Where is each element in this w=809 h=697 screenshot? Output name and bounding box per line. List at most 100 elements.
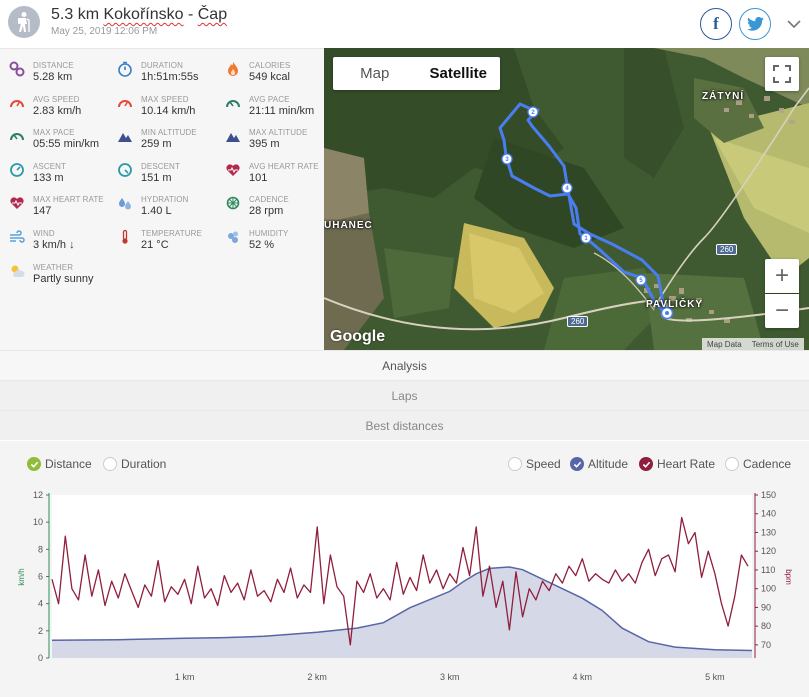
toggle-speed[interactable]: Speed [508,457,561,471]
left-tick-label: 0 [38,653,43,663]
pace-gauge-icon [10,133,24,141]
toggle-cadence[interactable]: Cadence [725,457,791,471]
route-marker-4[interactable]: 4 [565,186,569,192]
altitude-heart-rate-chart[interactable]: 0 2 4 6 8 10 12 70 80 90 100 110 120 130 140 150 km/h bpm… [0,485,809,697]
title-route-end: Čap [197,6,228,23]
stat-value: 133 m [33,171,64,184]
right-tick-label: 90 [761,602,771,612]
right-tick-label: 140 [761,509,776,519]
map-type-toggle: Map Satellite [333,57,500,90]
road-number-260: 260 [716,244,738,255]
stat-value: 5.28 km [33,71,73,83]
left-tick-label: 4 [38,599,43,609]
stat-weather: Weather Partly sunny [0,255,106,285]
stat-value: 05:55 min/km [33,138,100,151]
x-tick-label: 4 km [573,672,593,682]
stat-max-altitude: Max altitude 395 m [216,120,322,150]
start-finish-pin-icon[interactable] [660,306,674,320]
route-marker-3[interactable]: 3 [505,157,509,163]
stat-value: 395 m [249,138,280,151]
stat-value: 52 % [249,239,275,251]
tab-laps[interactable]: Laps [0,380,809,410]
stat-value: 2.83 km/h [33,104,82,117]
ascent-gauge-icon [10,162,24,177]
stat-value: 549 kcal [249,71,290,83]
stat-label: Avg speed [33,94,80,104]
map-footer: Map Data Terms of Use [702,338,804,350]
toggle-heart-rate[interactable]: Heart Rate [639,457,715,471]
title-distance: 5.3 km [51,6,104,23]
map-data-link[interactable]: Map Data [707,339,742,349]
stat-label: Duration [141,61,183,70]
title-separator: - [183,6,198,23]
stat-label: Ascent [33,161,67,171]
stat-label: Max pace [33,128,75,138]
right-tick-label: 110 [761,565,775,575]
twitter-share-button[interactable] [739,8,771,40]
left-tick-label: 2 [38,626,43,636]
zoom-in-button[interactable]: + [765,259,799,293]
partly-sunny-icon [11,265,25,277]
stat-label: Hydration [141,195,189,205]
toggle-duration[interactable]: Duration [103,457,166,471]
stat-value: 151 m [141,171,172,184]
x-tick-label: 2 km [307,672,327,682]
stat-value: 28 rpm [249,205,284,218]
stat-value: 21 °C [141,239,169,251]
right-tick-label: 130 [761,527,776,537]
stat-humidity: Humidity 52 % [216,221,322,251]
stopwatch-icon [118,61,132,77]
right-tick-label: 120 [761,546,776,556]
hiker-avatar-icon [8,6,40,38]
route-marker-1[interactable]: 1 [584,236,588,242]
wind-icon [10,230,25,243]
flame-icon [228,62,238,76]
unchecked-icon [103,457,117,471]
stat-value: 101 [249,171,268,184]
left-tick-label: 6 [38,572,43,582]
title-route-start: Kokořínsko [103,6,184,23]
heart-pulse-icon [226,164,240,176]
stat-value: 147 [33,205,52,218]
stat-max-pace: Max pace 05:55 min/km [0,120,106,150]
toggle-altitude[interactable]: Altitude [570,457,628,471]
facebook-icon: f [713,14,719,33]
map-type-map-button[interactable]: Map [360,65,390,82]
fullscreen-button[interactable] [765,57,799,91]
chevron-down-icon[interactable] [784,14,804,34]
stat-value: 1h:51m:55s [141,71,199,83]
stat-ascent: Ascent 133 m [0,154,106,184]
stat-label: Cadence [249,195,289,205]
stat-calories: Calories 549 kcal [216,53,322,83]
activity-date: May 25, 2019 12:06 PM [51,26,158,37]
speedometer-icon [10,99,24,107]
route-marker-2[interactable]: 2 [531,110,535,116]
checked-icon [570,457,584,471]
stat-cadence: Cadence 28 rpm [216,187,322,217]
x-tick-label: 5 km [705,672,725,682]
tab-best-distances[interactable]: Best distances [0,410,809,440]
stat-max-speed: Max speed 10.14 km/h [108,87,214,117]
stat-value: 21:11 min/km [249,104,315,117]
unchecked-icon [508,457,522,471]
route-map[interactable]: 2 3 4 1 5 ZÁTYNÍ UHANEC PAVLIČKY 260 260… [324,48,809,350]
stat-label: Distance [33,61,74,70]
thermometer-icon [122,229,128,244]
toggle-speed-label: Speed [526,457,561,471]
stat-label: Wind [33,229,55,238]
analysis-chart-panel: Distance Duration Speed Altitude Heart R… [0,441,809,697]
toggle-distance[interactable]: Distance [27,457,92,471]
stat-label: Temperature [141,229,202,238]
stat-label: Avg pace [249,94,290,104]
tab-analysis[interactable]: Analysis [0,350,809,380]
heart-pulse-icon [10,197,24,210]
stat-hydration: Hydration 1.40 L [108,187,214,217]
facebook-share-button[interactable]: f [700,8,732,40]
toggle-heart-rate-label: Heart Rate [657,457,716,471]
map-type-satellite-button[interactable]: Satellite [429,65,488,82]
right-tick-label: 70 [761,640,771,650]
zoom-out-button[interactable]: − [765,294,799,328]
route-marker-5[interactable]: 5 [639,278,643,284]
terms-of-use-link[interactable]: Terms of Use [751,339,799,349]
